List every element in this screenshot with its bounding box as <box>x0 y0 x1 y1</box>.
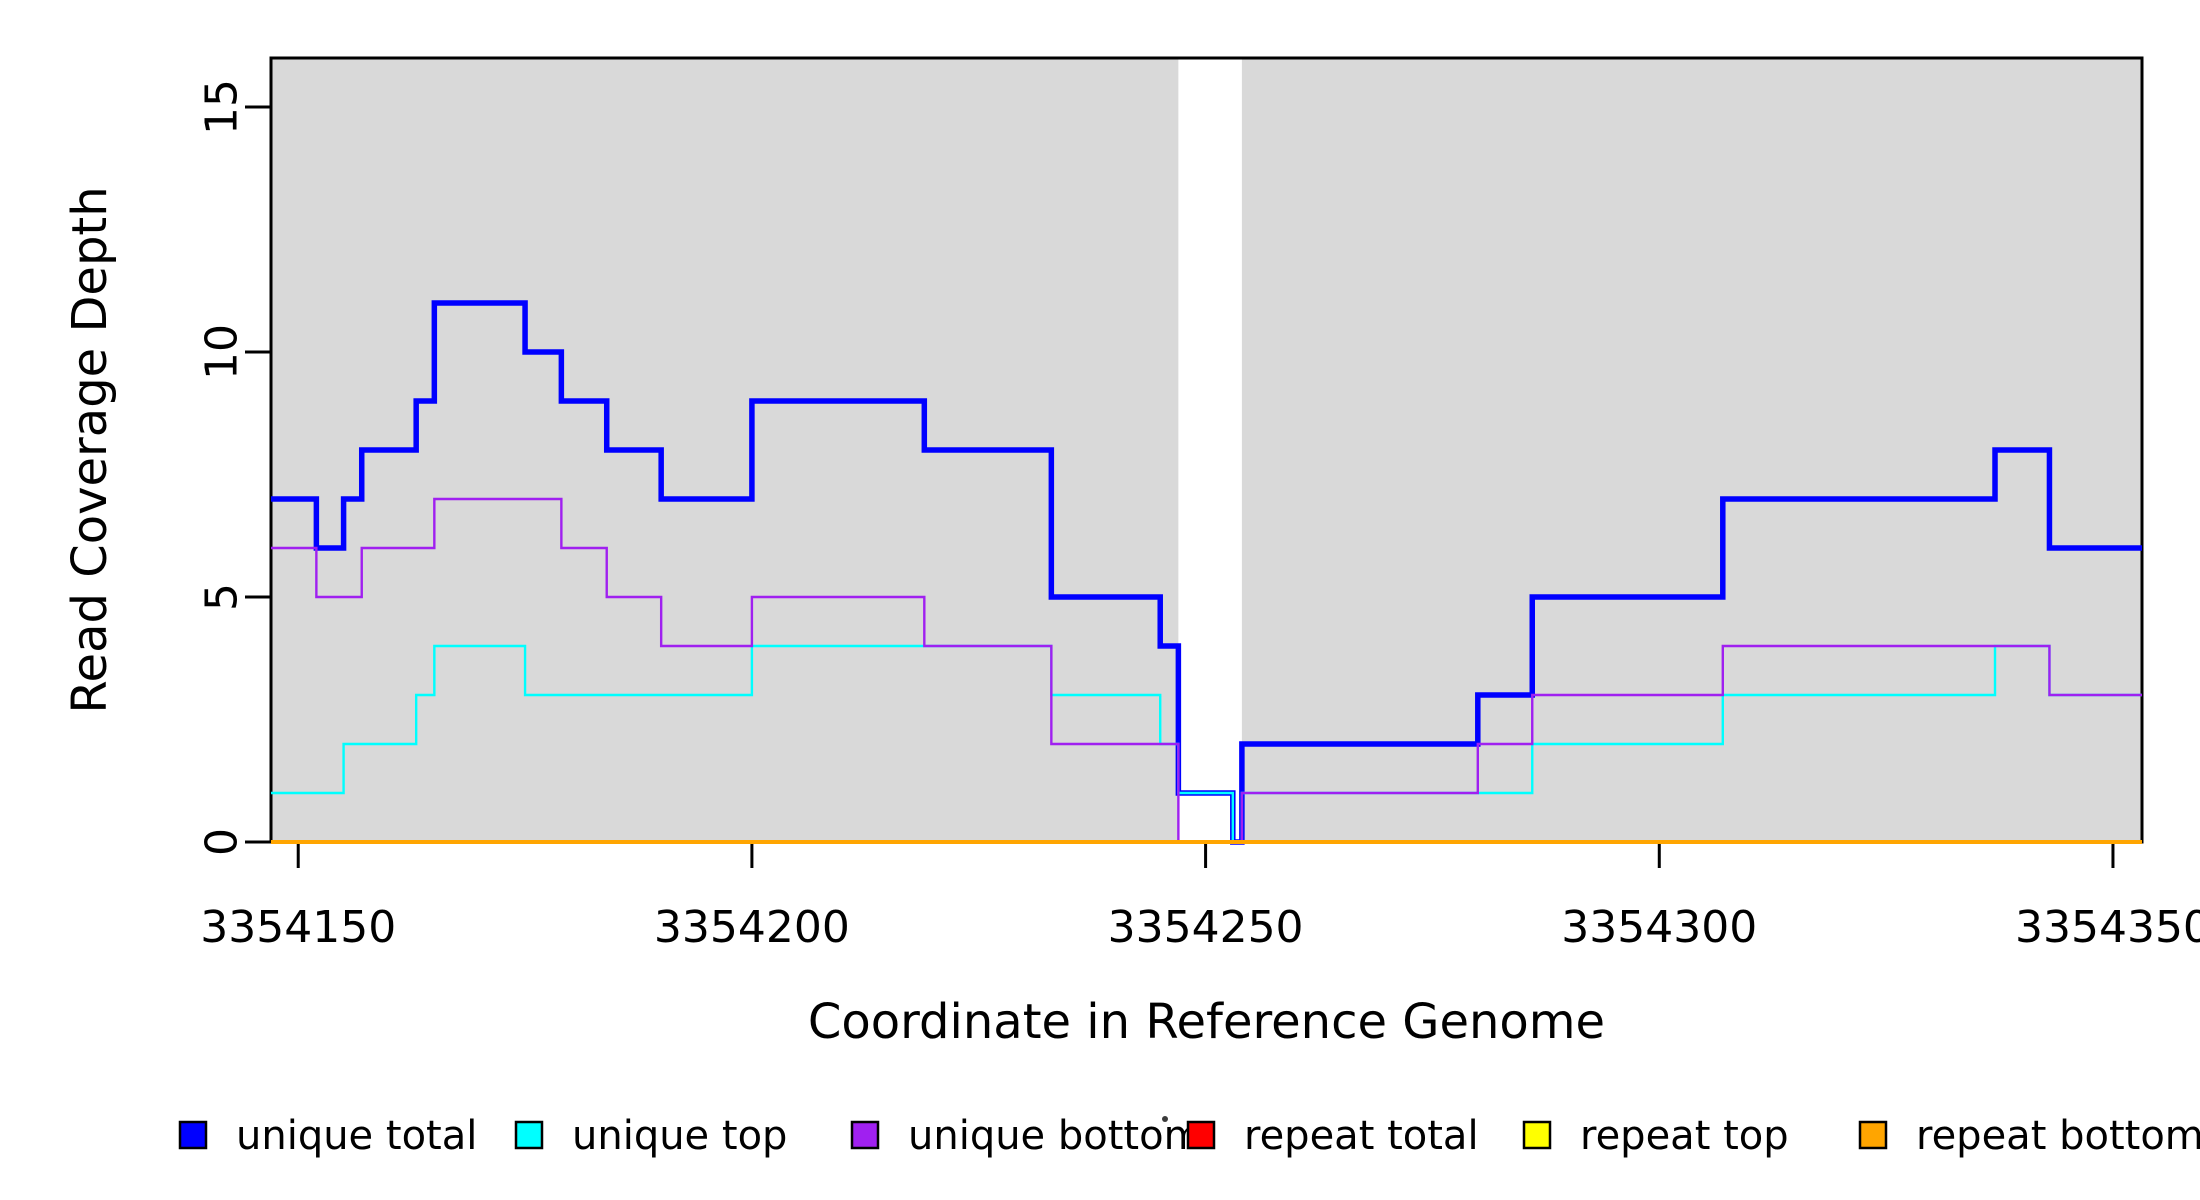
x-tick-label: 3354150 <box>200 902 396 953</box>
legend-label-unique-top: unique top <box>572 1113 787 1159</box>
y-tick-label: 5 <box>197 583 248 611</box>
y-axis-title: Read Coverage Depth <box>62 186 118 713</box>
y-tick-label: 15 <box>197 79 248 135</box>
legend-swatch-unique-bottom <box>850 1120 880 1150</box>
legend-label-repeat-top: repeat top <box>1580 1113 1789 1159</box>
legend: unique total unique top unique bottom repea… <box>178 1113 2200 1159</box>
series-line-unique-total <box>271 300 2142 845</box>
legend-swatch-repeat-bottom <box>1858 1120 1888 1150</box>
legend-label-repeat-total: repeat total <box>1244 1113 1479 1159</box>
x-tick-label: 3354350 <box>2015 902 2200 953</box>
series-line-unique-bottom <box>271 497 2142 844</box>
x-tick-label: 3354250 <box>1108 902 1304 953</box>
coverage-gap-band <box>1178 58 1242 842</box>
x-tick-label: 3354300 <box>1561 902 1757 953</box>
legend-label-unique-total: unique total <box>236 1113 477 1159</box>
y-tick-label: 0 <box>197 828 248 856</box>
legend-label-unique-bottom: unique bottom <box>908 1113 1203 1159</box>
legend-label-repeat-bottom: repeat bottom <box>1916 1113 2200 1159</box>
legend-swatch-unique-top <box>514 1120 544 1150</box>
legend-swatch-repeat-total <box>1186 1120 1216 1150</box>
x-axis-title: Coordinate in Reference Genome <box>808 994 1605 1050</box>
legend-swatch-unique-total <box>178 1120 208 1150</box>
x-axis: 3354150 3354200 3354250 3354300 3354350 <box>200 842 2200 953</box>
stray-dot-mark <box>1162 1116 1168 1122</box>
legend-swatch-repeat-top <box>1522 1120 1552 1150</box>
y-tick-label: 10 <box>197 324 248 380</box>
x-tick-label: 3354200 <box>654 902 850 953</box>
y-axis: 0 5 10 15 <box>197 79 271 856</box>
